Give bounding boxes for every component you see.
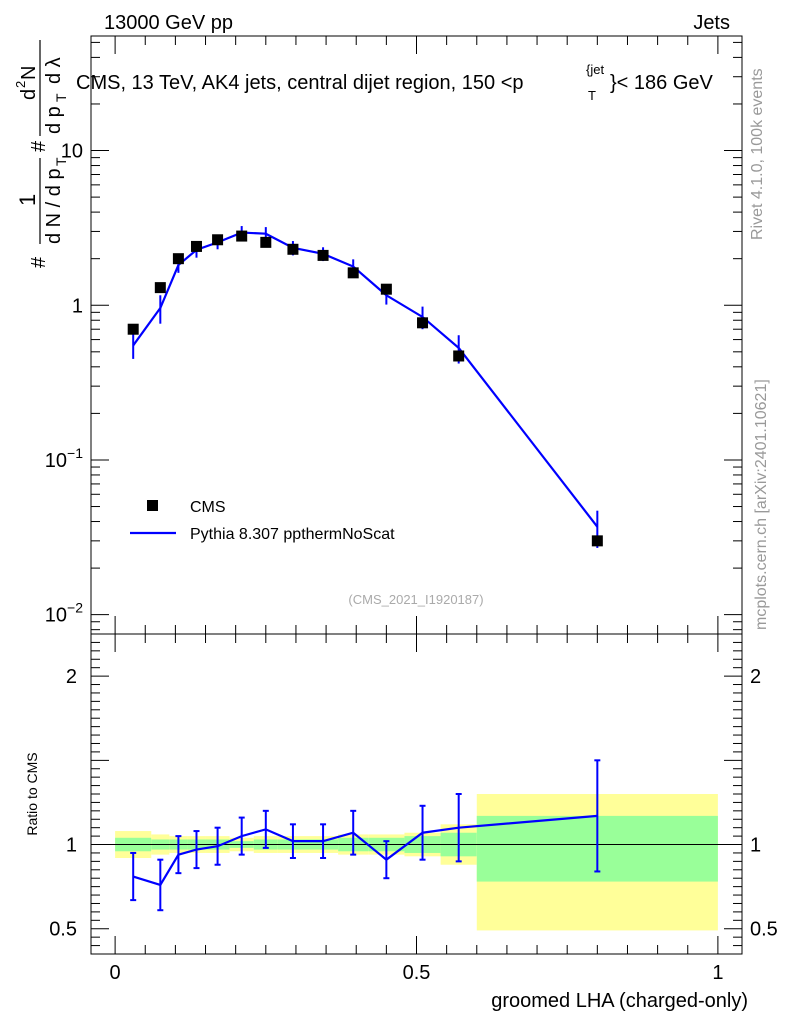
y-tick-label-base: 10 <box>45 450 67 472</box>
x-tick-label: 0.5 <box>403 962 431 984</box>
pythia-curve <box>132 231 599 528</box>
main-title-sup: {jet <box>586 62 604 77</box>
x-tick-label: 1 <box>712 962 723 984</box>
svg-text:1: 1 <box>15 194 40 206</box>
mcplots-label: mcplots.cern.ch [arXiv:2401.10621] <box>753 379 770 630</box>
ratio-y-tick-label: 2 <box>66 666 77 688</box>
main-plot-frame <box>90 35 743 635</box>
y-tick-label: 10−1 <box>45 445 83 472</box>
y-tick-label: 1 <box>72 295 83 317</box>
svg-text:2: 2 <box>13 81 28 88</box>
ratio-ylabel: Ratio to CMS <box>24 752 40 835</box>
cms-data-point <box>591 535 603 547</box>
cms-data-point <box>212 234 224 246</box>
legend-pythia-label: Pythia 8.307 ppthermNoScat <box>190 526 395 543</box>
ratio-y-tick-label: 0.5 <box>49 919 77 941</box>
cms-data-point <box>236 230 248 242</box>
cms-data-point <box>260 236 272 248</box>
main-title-sub: T <box>588 88 596 103</box>
y-tick-label: 10−2 <box>45 600 83 627</box>
y-tick-label-exp: −2 <box>67 600 83 616</box>
svg-text:d λ: d λ <box>43 57 65 84</box>
x-axis-label: groomed LHA (charged-only) <box>491 990 748 1012</box>
cms-data-point <box>417 317 429 329</box>
cms-data-point <box>317 249 329 261</box>
ratio-y-tick-label-right: 1 <box>750 835 761 857</box>
y-tick-label-base: 10 <box>45 605 67 627</box>
x-tick-label: 0 <box>110 962 121 984</box>
svg-text:T: T <box>53 93 69 102</box>
cms-data-point <box>190 240 202 252</box>
svg-text:d: d <box>18 89 40 100</box>
cms-data-point <box>287 243 299 255</box>
legend-cms-label: CMS <box>190 499 226 516</box>
main-ylabel: # 1 d N / d p T # d 2 N d p T d λ <box>13 40 69 268</box>
analysis-watermark: (CMS_2021_I1920187) <box>348 592 483 607</box>
ratio-y-tick-label-right: 0.5 <box>750 919 778 941</box>
cms-data-point <box>380 283 392 295</box>
svg-text:#: # <box>28 256 50 268</box>
y-tick-label-exp: −1 <box>67 445 83 461</box>
y-tick-label: 10 <box>61 141 83 163</box>
svg-text:#: # <box>28 140 50 152</box>
cms-data-point <box>154 282 166 294</box>
ratio-y-tick-label: 1 <box>66 835 77 857</box>
legend: CMS Pythia 8.307 ppthermNoScat <box>130 499 395 543</box>
header-category: Jets <box>693 12 730 34</box>
cms-data-point <box>453 350 465 362</box>
rivet-version-label: Rivet 4.1.0, 100k events <box>749 68 766 240</box>
cms-data-point <box>172 253 184 265</box>
ratio-bands <box>91 794 742 931</box>
ratio-curve <box>132 814 598 887</box>
ratio-y-tick-label-right: 2 <box>750 666 761 688</box>
main-title-post: }< 186 GeV <box>610 72 714 94</box>
svg-text:d N / d p: d N / d p <box>43 168 65 244</box>
cms-data-point <box>347 267 359 279</box>
svg-text:d p: d p <box>43 106 65 134</box>
header-energy: 13000 GeV pp <box>104 12 233 34</box>
svg-text:N: N <box>18 66 40 80</box>
cms-data-point <box>127 323 139 335</box>
svg-text:T: T <box>53 157 69 166</box>
data-marks <box>127 226 603 912</box>
main-title: CMS, 13 TeV, AK4 jets, central dijet reg… <box>76 72 524 94</box>
legend-cms-marker <box>147 500 158 511</box>
